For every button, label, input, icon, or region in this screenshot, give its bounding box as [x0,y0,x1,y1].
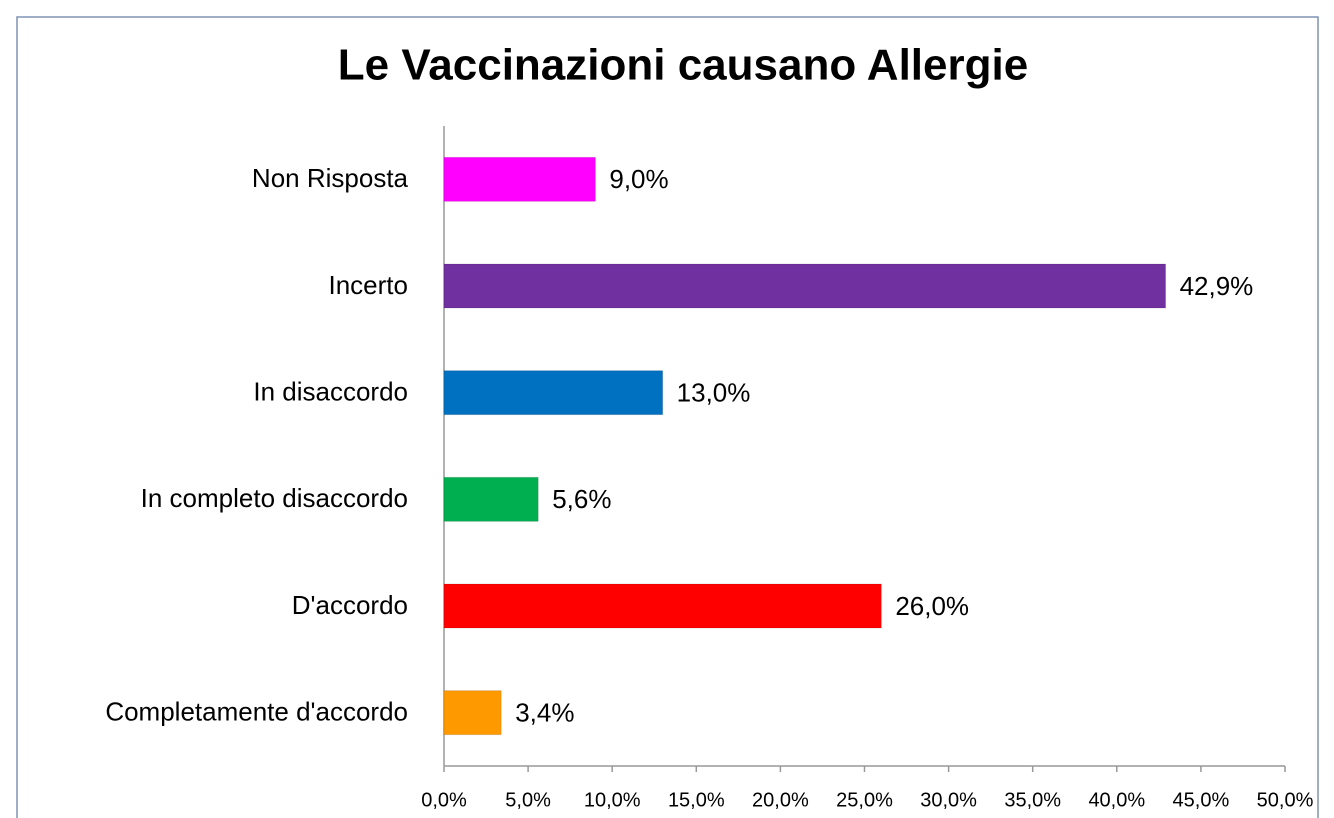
value-label: 42,9% [1180,271,1254,301]
x-tick-label: 45,0% [1173,789,1230,811]
bar [443,370,664,416]
x-tick-label: 30,0% [920,789,977,811]
value-label: 13,0% [677,378,751,408]
x-tick-label: 5,0% [505,789,551,811]
x-tick-label: 50,0% [1257,789,1314,811]
bar [443,583,882,629]
x-tick-label: 25,0% [836,789,893,811]
y-tick-label: D'accordo [292,590,408,620]
y-tick-label: Incerto [329,270,409,300]
value-label: 26,0% [895,591,969,621]
chart-frame [16,16,1319,818]
bar [443,263,1167,309]
bar [443,476,539,522]
y-tick-label: In disaccordo [253,377,408,407]
x-tick-label: 35,0% [1004,789,1061,811]
bar [443,156,596,202]
value-label: 5,6% [552,484,611,514]
bar [443,690,502,736]
y-tick-label: In completo disaccordo [141,483,408,513]
x-tick-label: 10,0% [584,789,641,811]
value-label: 3,4% [515,698,574,728]
x-tick-label: 0,0% [421,789,467,811]
x-tick-label: 15,0% [668,789,725,811]
y-tick-label: Non Risposta [252,163,409,193]
y-tick-label: Completamente d'accordo [105,697,408,727]
x-tick-label: 40,0% [1088,789,1145,811]
x-tick-label: 20,0% [752,789,809,811]
chart-title: Le Vaccinazioni causano Allergie [338,41,1028,90]
value-label: 9,0% [609,164,668,194]
